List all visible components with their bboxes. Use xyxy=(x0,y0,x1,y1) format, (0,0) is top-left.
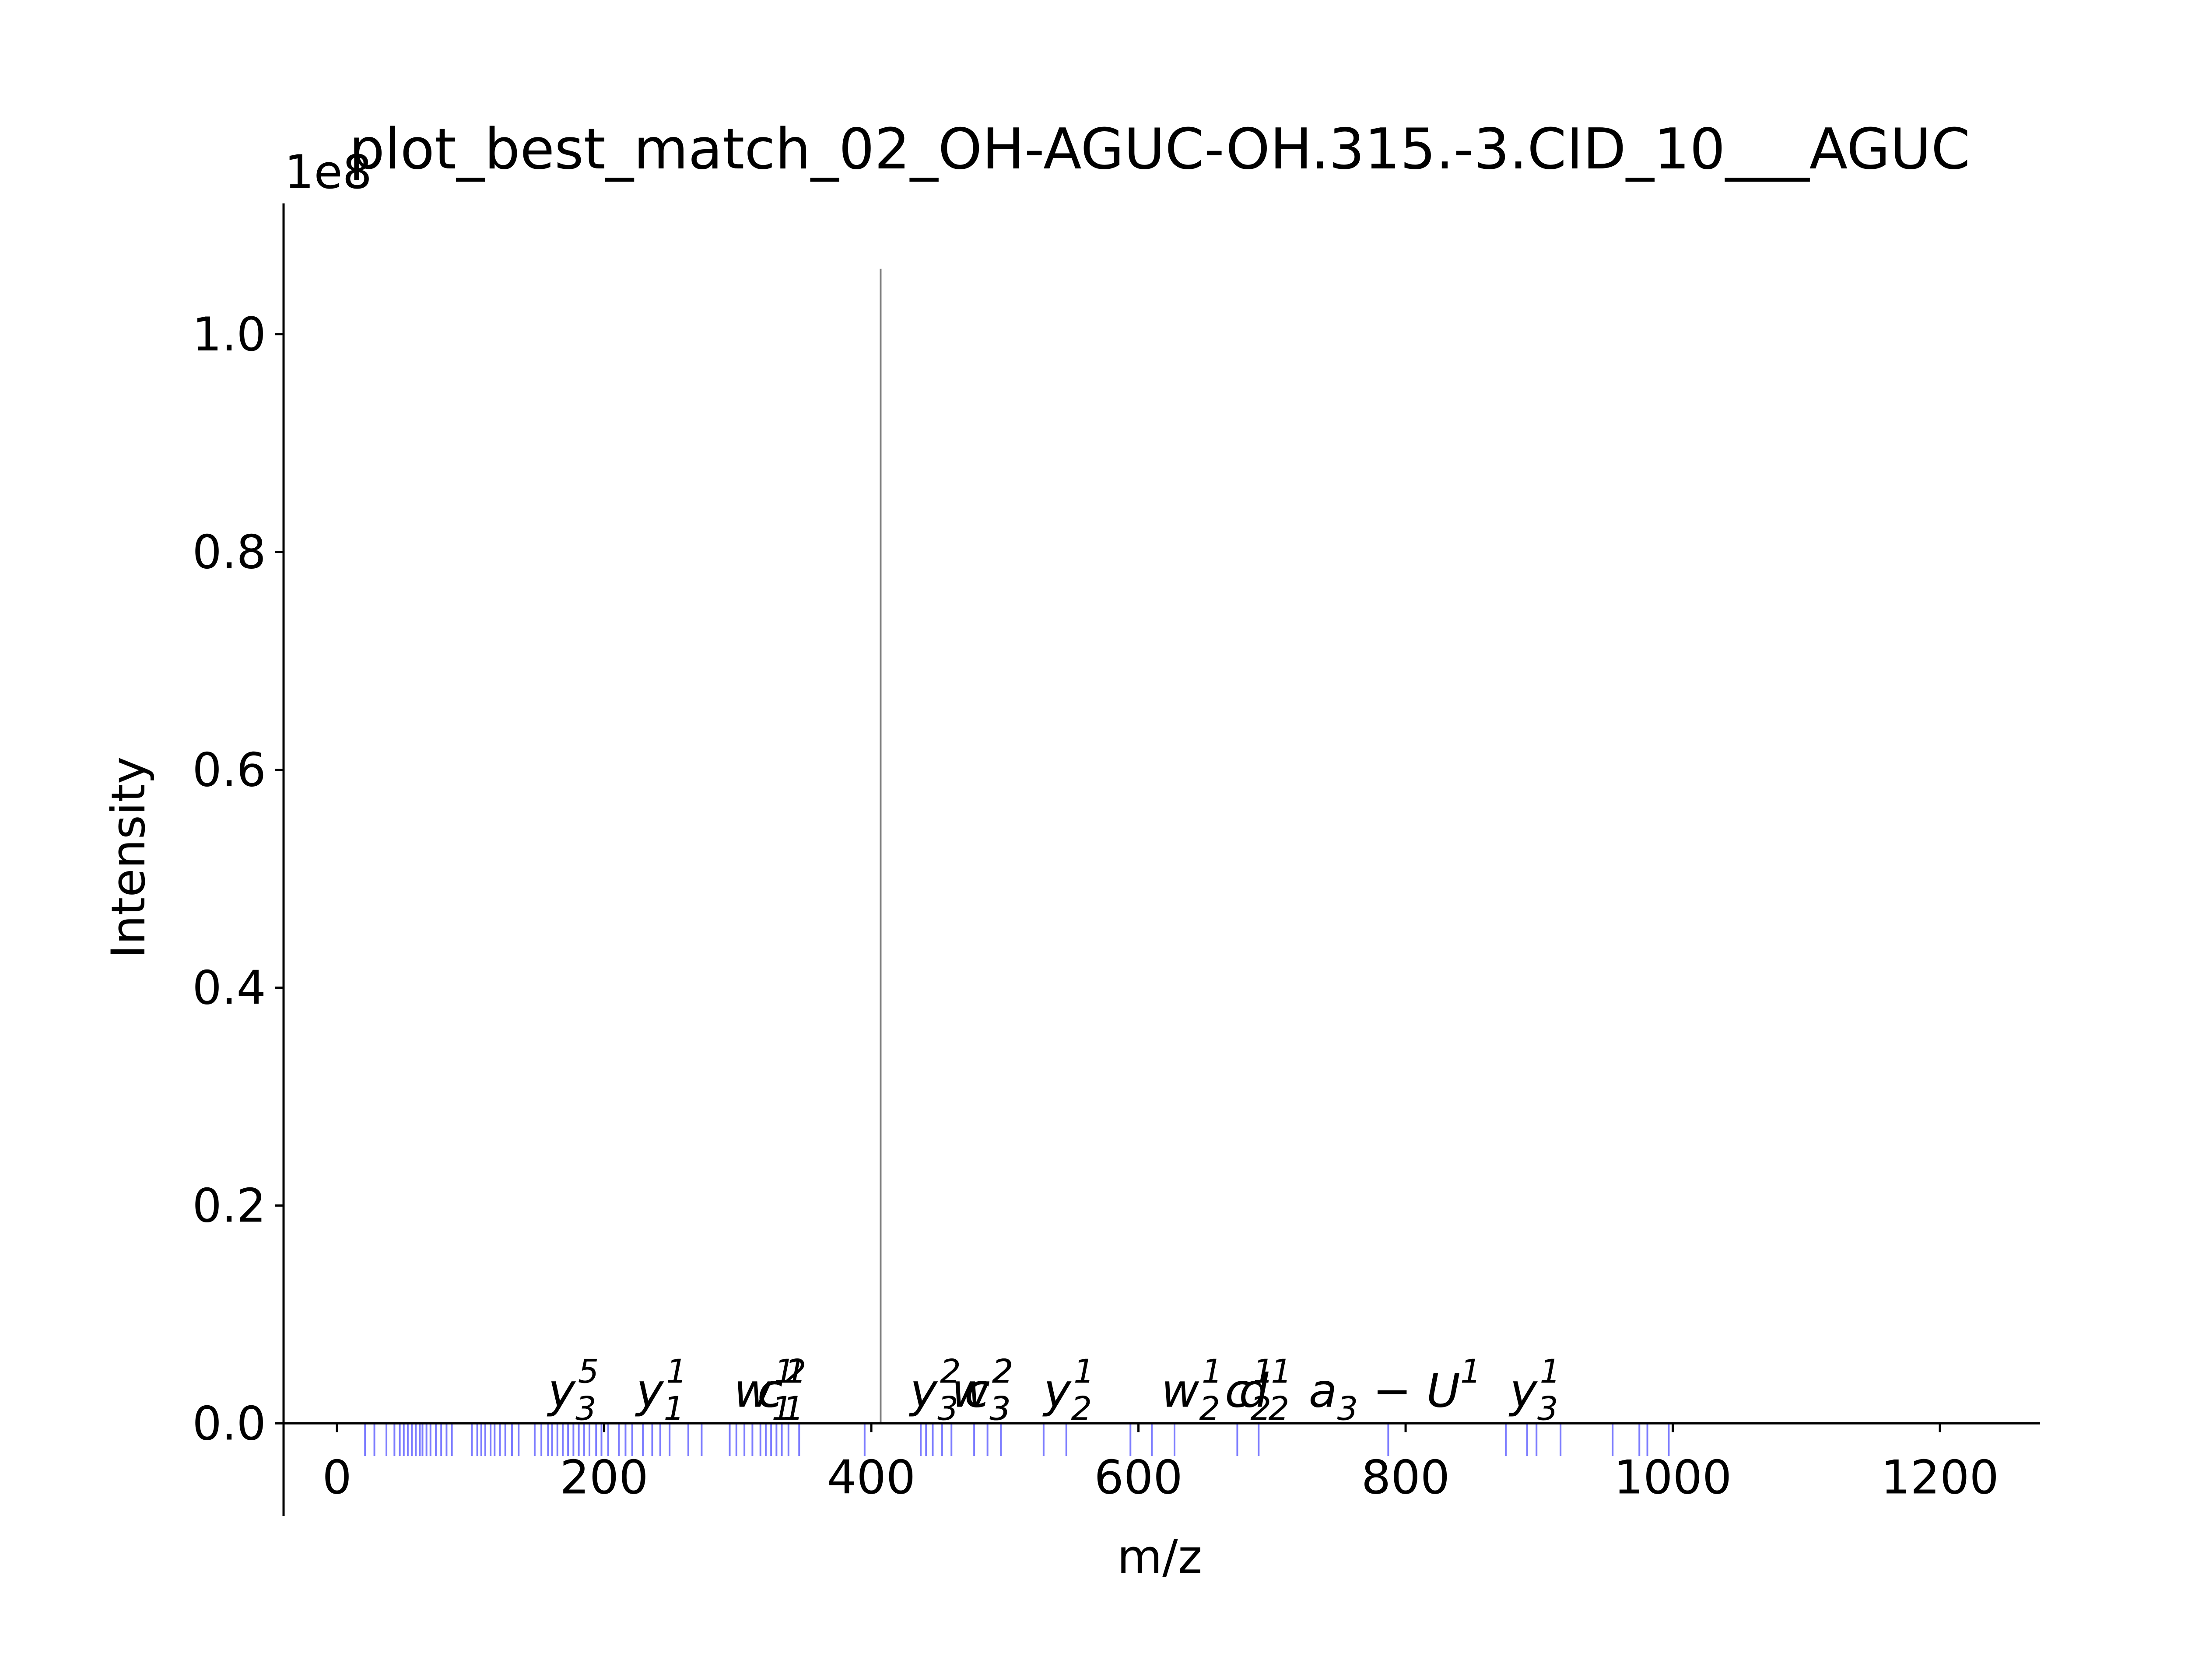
ion-annotation: y21 xyxy=(1042,1352,1094,1428)
ion-annotation: y31 xyxy=(1508,1352,1560,1428)
ion-annotation: c21 xyxy=(1225,1352,1274,1428)
y-axis-label: Intensity xyxy=(102,756,155,958)
ion-annotation: y35 xyxy=(547,1352,599,1428)
y-tick-label: 0.4 xyxy=(192,961,266,1015)
ion-annotation: w32 xyxy=(951,1352,1013,1428)
ion-annotation: y32 xyxy=(909,1352,961,1428)
y-tick-label: 1.0 xyxy=(192,308,266,361)
ion-annotation: w11 xyxy=(734,1352,795,1428)
ion-annotation: c32 xyxy=(964,1352,1013,1428)
peaks-layer xyxy=(364,269,1670,1456)
x-axis-label: m/z xyxy=(1117,1530,1203,1584)
ion-annotation: y11 xyxy=(635,1352,687,1428)
ion-annotation: d21 xyxy=(1239,1352,1292,1428)
y-tick-label: 0.2 xyxy=(192,1179,266,1232)
x-tick-label: 1000 xyxy=(1614,1450,1732,1504)
x-tick-label: 1200 xyxy=(1881,1450,1999,1504)
x-tick-label: 600 xyxy=(1094,1450,1182,1504)
ion-annotation: a3 − U1 xyxy=(1309,1352,1481,1428)
ion-annotation: w21 xyxy=(1161,1352,1223,1428)
chart-title: plot_best_match_02_OH-AGUC-OH.315.-3.CID… xyxy=(349,117,1970,182)
ion-annotation: c11 xyxy=(757,1352,806,1428)
y-axis-offset-text: 1e8 xyxy=(284,145,372,199)
y-tick-label: 0.6 xyxy=(192,743,266,797)
x-tick-label: 800 xyxy=(1361,1450,1450,1504)
x-tick-label: 400 xyxy=(827,1450,915,1504)
x-tick-label: 0 xyxy=(322,1450,351,1504)
y-tick-label: 0.0 xyxy=(192,1396,266,1450)
axes-layer: 0.0 0.2 0.4 0.6 0.8 1.0 0 200 400 600 800 1000 1200 xyxy=(192,203,2040,1516)
ion-annotation: c12 xyxy=(757,1352,806,1428)
x-tick-label: 200 xyxy=(560,1450,648,1504)
y-tick-label: 0.8 xyxy=(192,525,266,579)
